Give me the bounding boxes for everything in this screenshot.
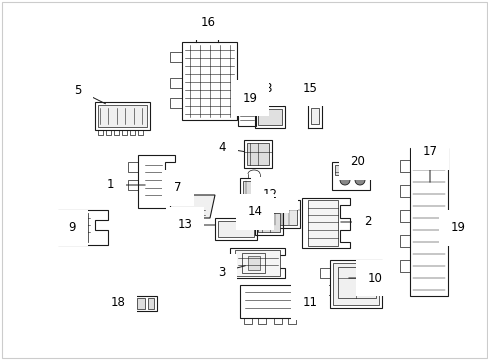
Bar [106, 130, 111, 135]
Bar [409, 148, 447, 296]
Bar [130, 130, 135, 135]
Bar [138, 130, 142, 135]
Polygon shape [62, 213, 88, 242]
Text: 18: 18 [110, 296, 125, 309]
Text: 8: 8 [264, 81, 271, 94]
Bar [332, 263, 378, 305]
Circle shape [243, 104, 250, 112]
Text: 4: 4 [218, 141, 225, 154]
Bar [122, 130, 127, 135]
Text: 11: 11 [302, 296, 317, 309]
Circle shape [448, 222, 458, 232]
Bar [310, 108, 318, 124]
Text: 5: 5 [74, 84, 81, 96]
Text: 20: 20 [350, 156, 365, 168]
Text: 12: 12 [262, 189, 277, 202]
Text: 1: 1 [106, 179, 114, 192]
Bar [267, 200, 299, 228]
Bar [334, 165, 348, 175]
Bar [254, 210, 283, 235]
Bar [244, 318, 251, 324]
Bar [114, 130, 119, 135]
Bar [65, 230, 85, 240]
Bar [254, 106, 285, 128]
Text: 2: 2 [364, 216, 371, 229]
Bar [137, 298, 145, 309]
Bar [240, 178, 267, 200]
Bar [444, 215, 462, 229]
Bar [331, 162, 369, 190]
Text: 6: 6 [278, 185, 285, 198]
Text: 9: 9 [68, 221, 76, 234]
Bar [98, 105, 147, 127]
Text: 19: 19 [242, 91, 257, 104]
Bar [148, 298, 154, 309]
Text: 19: 19 [449, 221, 465, 234]
Bar [329, 260, 381, 308]
Polygon shape [247, 256, 260, 270]
Bar [243, 181, 264, 197]
Bar [238, 112, 256, 126]
Bar [95, 102, 150, 130]
Bar [258, 318, 265, 324]
Text: 16: 16 [200, 15, 215, 28]
Bar [98, 130, 103, 135]
Bar [65, 215, 85, 227]
Polygon shape [168, 195, 215, 218]
Polygon shape [307, 200, 337, 246]
Bar [258, 213, 280, 232]
Bar [135, 296, 157, 311]
Bar [351, 165, 365, 175]
Circle shape [354, 175, 364, 185]
Text: 3: 3 [218, 265, 225, 279]
Text: 7: 7 [174, 181, 182, 194]
Text: 10: 10 [367, 271, 382, 284]
Bar [258, 109, 282, 125]
Bar [218, 221, 253, 237]
Bar [273, 318, 282, 324]
Text: 13: 13 [177, 219, 192, 231]
Bar [244, 140, 271, 168]
Bar [215, 218, 257, 240]
Text: 17: 17 [422, 145, 437, 158]
Text: 14: 14 [247, 206, 262, 219]
Bar [182, 42, 237, 120]
Circle shape [339, 175, 349, 185]
Polygon shape [235, 250, 280, 276]
Text: 15: 15 [302, 81, 317, 94]
Bar [270, 203, 296, 225]
Bar [246, 143, 268, 165]
Bar [287, 318, 295, 324]
